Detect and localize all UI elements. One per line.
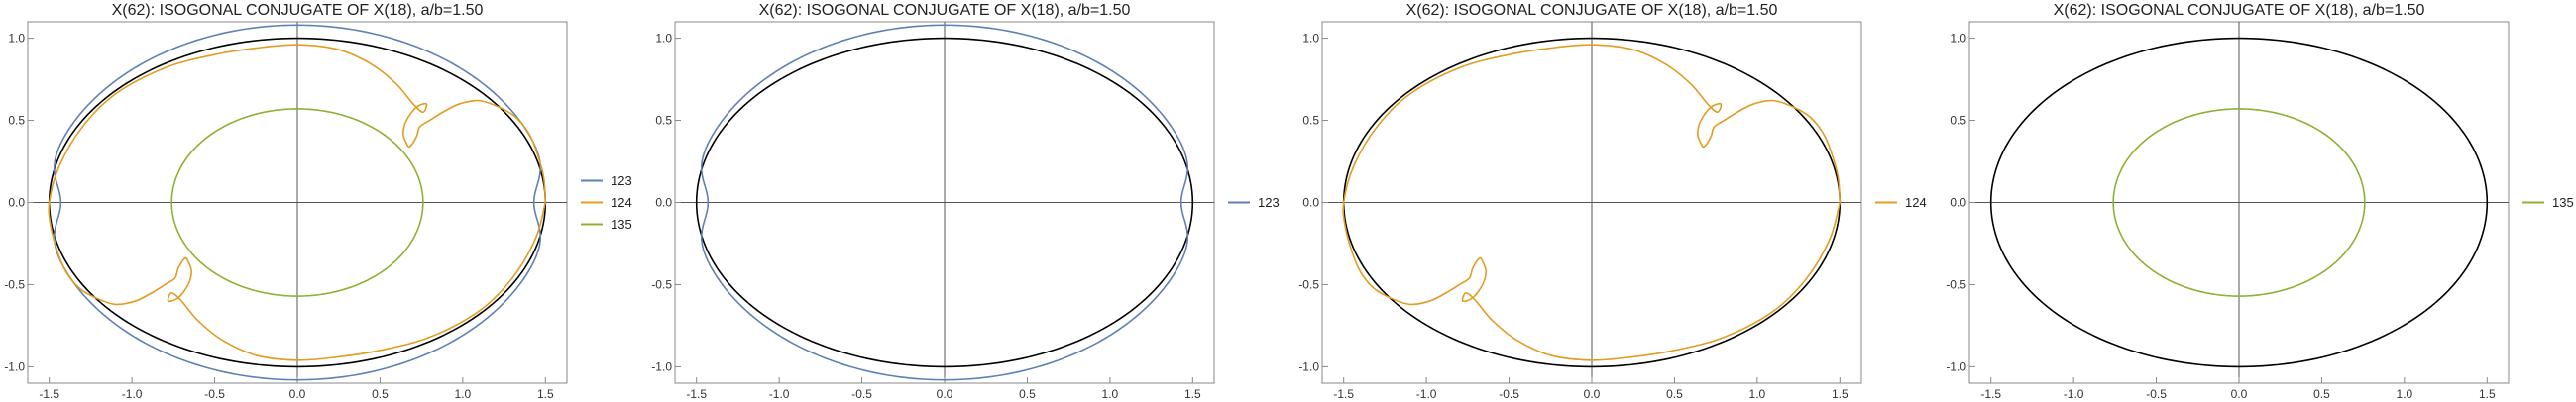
y-tick-label: 0.5 <box>1950 114 1966 128</box>
x-tick-label: 0.0 <box>2231 387 2248 401</box>
y-tick-label: -1.0 <box>651 359 672 373</box>
legend-label-135: 135 <box>2552 195 2574 210</box>
legend-label-123: 123 <box>611 173 632 188</box>
x-tick-label: 0.0 <box>937 387 953 401</box>
chart-panel-1: X(62): ISOGONAL CONJUGATE OF X(18), a/b=… <box>4 2 631 401</box>
chart-panel-3: X(62): ISOGONAL CONJUGATE OF X(18), a/b=… <box>1298 2 1926 401</box>
y-tick-label: -1.0 <box>1946 359 1966 373</box>
x-tick-label: -1.0 <box>2064 387 2084 401</box>
series-line-ellipse <box>1989 37 2489 368</box>
x-tick-label: -0.5 <box>851 387 872 401</box>
y-tick-label: 0.5 <box>655 114 672 128</box>
y-tick-label: -1.0 <box>1298 359 1319 373</box>
x-tick-label: 1.0 <box>1749 387 1766 401</box>
x-tick-label: -1.5 <box>1980 387 2001 401</box>
legend-label-124: 124 <box>611 195 632 210</box>
y-tick-label: -1.0 <box>4 359 25 373</box>
x-tick-label: -1.5 <box>39 387 59 401</box>
x-tick-label: 1.5 <box>1832 387 1848 401</box>
y-tick-label: 1.0 <box>8 32 25 46</box>
legend-label-124: 124 <box>1905 195 1927 210</box>
x-tick-label: -1.0 <box>1416 387 1437 401</box>
x-tick-label: 1.0 <box>2397 387 2413 401</box>
y-tick-label: 0.0 <box>1950 196 1966 210</box>
x-tick-label: -1.0 <box>769 387 790 401</box>
y-tick-label: 0.0 <box>655 196 672 210</box>
series-line-124 <box>1342 44 1842 361</box>
y-tick-label: 0.5 <box>1302 114 1319 128</box>
x-tick-label: 0.5 <box>372 387 389 401</box>
y-tick-label: -0.5 <box>1946 277 1966 291</box>
x-tick-label: 0.5 <box>2313 387 2330 401</box>
x-tick-label: 0.5 <box>1666 387 1683 401</box>
x-tick-label: 0.5 <box>1019 387 1036 401</box>
chart-title: X(62): ISOGONAL CONJUGATE OF X(18), a/b=… <box>759 2 1131 19</box>
y-tick-label: 0.5 <box>8 114 25 128</box>
y-tick-label: -0.5 <box>4 277 25 291</box>
x-tick-label: 1.5 <box>2479 387 2496 401</box>
x-tick-label: 1.0 <box>455 387 472 401</box>
y-tick-label: 1.0 <box>1950 32 1966 46</box>
chart-panel-2: X(62): ISOGONAL CONJUGATE OF X(18), a/b=… <box>651 2 1279 401</box>
series-line-124 <box>48 44 547 361</box>
series-line-ellipse <box>695 37 1194 368</box>
y-tick-label: 1.0 <box>655 32 672 46</box>
x-tick-label: -0.5 <box>204 387 225 401</box>
x-tick-label: 1.5 <box>537 387 554 401</box>
x-tick-label: 0.0 <box>289 387 306 401</box>
series-line-123 <box>54 24 541 381</box>
x-tick-label: -1.5 <box>686 387 707 401</box>
x-tick-label: -1.5 <box>1333 387 1354 401</box>
y-tick-label: -0.5 <box>1298 277 1319 291</box>
y-tick-label: -0.5 <box>651 277 672 291</box>
y-tick-label: 0.0 <box>8 196 25 210</box>
series-line-123 <box>701 24 1188 381</box>
y-tick-label: 1.0 <box>1302 32 1319 46</box>
chart-title: X(62): ISOGONAL CONJUGATE OF X(18), a/b=… <box>112 2 484 19</box>
series-line-135 <box>2112 108 2366 297</box>
legend-label-123: 123 <box>1258 195 1280 210</box>
chart-title: X(62): ISOGONAL CONJUGATE OF X(18), a/b=… <box>2054 2 2425 19</box>
y-tick-label: 0.0 <box>1302 196 1319 210</box>
legend-label-135: 135 <box>611 217 632 232</box>
x-tick-label: 1.0 <box>1102 387 1119 401</box>
x-tick-label: 0.0 <box>1584 387 1601 401</box>
x-tick-label: -1.0 <box>122 387 143 401</box>
x-tick-label: 1.5 <box>1184 387 1201 401</box>
chart-title: X(62): ISOGONAL CONJUGATE OF X(18), a/b=… <box>1406 2 1778 19</box>
chart-panel-4: X(62): ISOGONAL CONJUGATE OF X(18), a/b=… <box>1946 2 2573 401</box>
x-tick-label: -0.5 <box>2146 387 2167 401</box>
series-line-135 <box>170 108 424 297</box>
x-tick-label: -0.5 <box>1499 387 1519 401</box>
